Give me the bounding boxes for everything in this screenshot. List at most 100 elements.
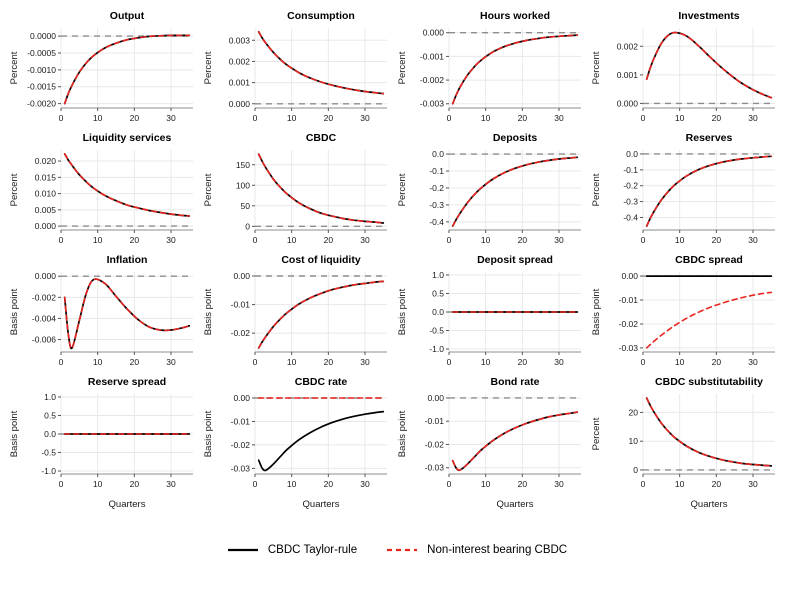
x-tick-label: 30 xyxy=(748,479,758,489)
gridlines xyxy=(448,150,581,230)
y-tick-label: -0.5 xyxy=(429,326,444,336)
x-tick-label: 20 xyxy=(324,479,334,489)
legend-label-taylor: CBDC Taylor-rule xyxy=(267,544,358,556)
y-tick-label: 0.0 xyxy=(626,149,638,159)
y-axis-label: Basis point xyxy=(203,410,214,457)
x-tick-label: 0 xyxy=(59,235,64,245)
y-axis: 0.000 -0.001 -0.002 -0.003 xyxy=(420,28,449,109)
x-axis: 0 10 20 30 xyxy=(59,108,176,123)
panel-title: Deposit spread xyxy=(477,254,553,266)
x-tick-label: 0 xyxy=(59,357,64,367)
series-line-nibc xyxy=(645,397,773,467)
panel-reserve-spread: 0 10 20 30 1.0 0.5 0.0 -0.5 -1.0 Reserve spread Ba… xyxy=(9,376,193,510)
panel-investments: 0 10 20 30 0.000 0.001 0.002 Investments Percent xyxy=(591,10,775,123)
x-axis: 0 10 20 30 xyxy=(59,474,176,489)
panel-inflation: 0 10 20 30 0.000 -0.002 -0.004 -0.006 Inflation B… xyxy=(9,254,193,367)
x-tick-label: 30 xyxy=(554,113,564,123)
panel-title: Reserve spread xyxy=(88,376,166,388)
x-tick-label: 10 xyxy=(675,113,685,123)
x-axis-label: Quarters xyxy=(109,499,146,510)
legend-item-non-interest-bearing-cbdc: Non-interest bearing CBDC xyxy=(385,544,567,556)
panel-title: CBDC rate xyxy=(295,376,348,388)
y-tick-label: 0.0 xyxy=(44,429,56,439)
x-tick-label: 0 xyxy=(447,479,452,489)
panel-title: Cost of liquidity xyxy=(281,254,360,266)
x-axis: 0 10 20 30 xyxy=(641,474,758,489)
panel-hours-worked: 0 10 20 30 0.000 -0.001 -0.002 -0.003 Hours work… xyxy=(397,10,581,123)
y-tick-label: -0.2 xyxy=(429,183,444,193)
y-tick-label: -1.0 xyxy=(41,466,56,476)
y-axis-label: Percent xyxy=(9,51,20,84)
y-tick-label: -0.01 xyxy=(619,295,639,305)
y-tick-label: -0.2 xyxy=(623,181,638,191)
legend-item-cbdc-taylor-rule: CBDC Taylor-rule xyxy=(226,544,357,556)
x-axis: 0 10 20 30 xyxy=(447,474,564,489)
y-tick-label: 0.010 xyxy=(35,189,57,199)
y-axis: 0.00 -0.01 -0.02 xyxy=(231,271,255,338)
x-tick-label: 30 xyxy=(554,479,564,489)
irf-figure: 0 10 20 30 0.0000 -0.0005 -0.0010 -0.0015 -0.002… xyxy=(9,10,775,556)
x-tick-label: 30 xyxy=(748,357,758,367)
x-axis: 0 10 20 30 xyxy=(641,108,758,123)
x-tick-label: 20 xyxy=(324,357,334,367)
x-tick-label: 0 xyxy=(447,235,452,245)
y-tick-label: 0.000 xyxy=(423,28,445,38)
y-tick-label: 150 xyxy=(236,160,250,170)
gridlines xyxy=(60,150,193,230)
x-axis: 0 10 20 30 xyxy=(447,352,564,367)
x-tick-label: 0 xyxy=(641,479,646,489)
y-tick-label: -0.1 xyxy=(623,165,638,175)
x-axis: 0 10 20 30 xyxy=(59,230,176,245)
y-tick-label: 0.000 xyxy=(35,271,57,281)
y-axis: 0.000 -0.002 -0.004 -0.006 xyxy=(32,271,61,345)
y-tick-label: -0.0005 xyxy=(27,48,56,58)
x-tick-label: 0 xyxy=(447,113,452,123)
y-axis: 0.000 0.001 0.002 xyxy=(617,41,643,108)
x-tick-label: 30 xyxy=(360,235,370,245)
y-axis-label: Percent xyxy=(203,173,214,206)
x-tick-label: 20 xyxy=(518,113,528,123)
x-axis: 0 10 20 30 xyxy=(447,108,564,123)
y-tick-label: 0.005 xyxy=(35,205,57,215)
y-tick-label: -0.001 xyxy=(420,51,444,61)
panel-output: 0 10 20 30 0.0000 -0.0005 -0.0010 -0.0015 -0.002… xyxy=(9,10,193,123)
y-tick-label: -0.01 xyxy=(231,300,251,310)
panel-consumption: 0 10 20 30 0.000 0.001 0.002 0.003 Consumption Pe… xyxy=(203,10,387,123)
x-tick-label: 10 xyxy=(481,113,491,123)
panel-cost-of-liquidity: 0 10 20 30 0.00 -0.01 -0.02 Cost of liquidity Ba… xyxy=(203,254,387,367)
y-axis-label: Basis point xyxy=(203,288,214,335)
gridlines xyxy=(60,28,193,108)
panel-title: Hours worked xyxy=(480,10,550,22)
gridlines xyxy=(642,150,775,230)
x-tick-label: 0 xyxy=(641,113,646,123)
x-tick-label: 0 xyxy=(59,113,64,123)
y-tick-label: 0.0000 xyxy=(30,31,56,41)
x-tick-label: 10 xyxy=(287,357,297,367)
series-line-nibc xyxy=(451,411,579,472)
gridlines xyxy=(448,28,581,108)
y-tick-label: -0.0020 xyxy=(27,99,56,109)
x-tick-label: 10 xyxy=(93,235,103,245)
x-tick-label: 0 xyxy=(641,235,646,245)
x-tick-label: 20 xyxy=(712,357,722,367)
x-tick-label: 20 xyxy=(712,235,722,245)
panel-title: Bond rate xyxy=(490,376,539,388)
panel-title: Consumption xyxy=(287,10,355,22)
y-axis: 0.000 0.005 0.010 0.015 0.020 xyxy=(35,156,61,231)
x-tick-label: 10 xyxy=(481,235,491,245)
y-tick-label: 0.00 xyxy=(621,271,638,281)
y-tick-label: -0.4 xyxy=(429,217,444,227)
x-tick-label: 20 xyxy=(712,113,722,123)
x-axis: 0 10 20 30 xyxy=(253,474,370,489)
y-axis-label: Percent xyxy=(397,173,408,206)
x-tick-label: 30 xyxy=(166,479,176,489)
y-tick-label: -0.3 xyxy=(623,197,638,207)
y-axis: 0.0000 -0.0005 -0.0010 -0.0015 -0.0020 xyxy=(27,31,61,109)
y-tick-label: 1.0 xyxy=(432,270,444,280)
y-tick-label: -0.3 xyxy=(429,200,444,210)
y-tick-label: -0.02 xyxy=(619,319,639,329)
x-axis: 0 10 20 30 xyxy=(253,108,370,123)
y-tick-label: 0.00 xyxy=(233,271,250,281)
series-line-taylor xyxy=(257,410,385,472)
y-tick-label: 0.003 xyxy=(229,35,251,45)
